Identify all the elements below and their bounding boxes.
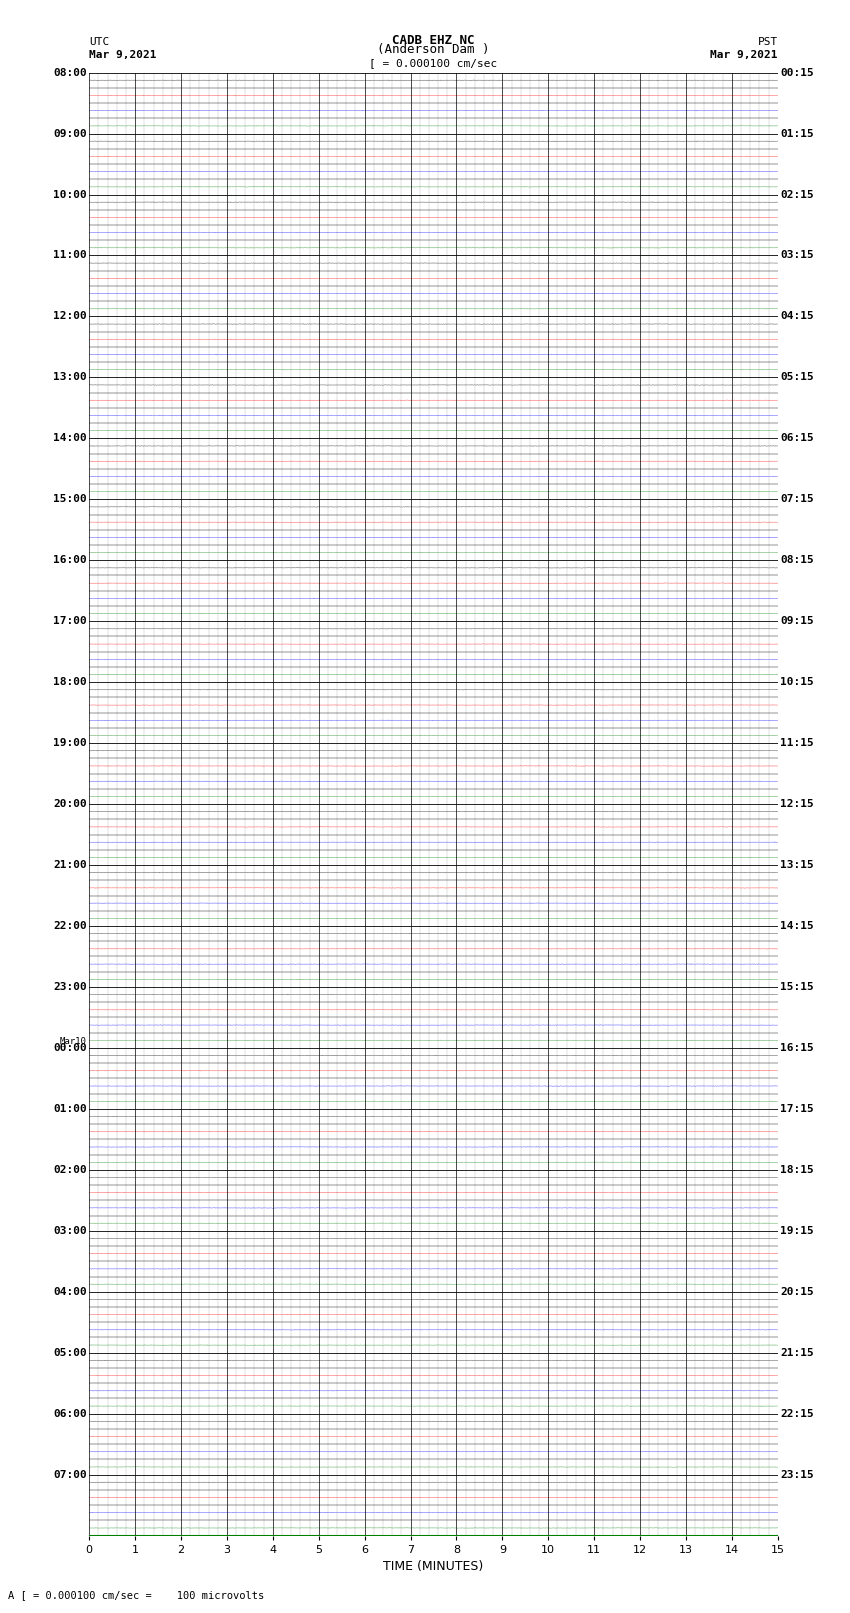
Text: Mar10: Mar10 [60,1037,87,1047]
Text: 22:00: 22:00 [53,921,87,931]
Text: 14:00: 14:00 [53,434,87,444]
Text: 00:00: 00:00 [53,1044,87,1053]
Text: 01:15: 01:15 [780,129,814,139]
Text: 05:15: 05:15 [780,373,814,382]
Text: 18:15: 18:15 [780,1165,814,1174]
Text: 19:00: 19:00 [53,739,87,748]
Text: 00:15: 00:15 [780,68,814,77]
Text: 23:00: 23:00 [53,982,87,992]
Text: 21:15: 21:15 [780,1348,814,1358]
Text: 04:15: 04:15 [780,311,814,321]
Text: 13:15: 13:15 [780,860,814,869]
Text: 06:00: 06:00 [53,1408,87,1419]
Text: 12:00: 12:00 [53,311,87,321]
Text: 11:15: 11:15 [780,739,814,748]
Text: 14:15: 14:15 [780,921,814,931]
Text: 17:15: 17:15 [780,1103,814,1115]
Text: 12:15: 12:15 [780,798,814,810]
Text: 21:00: 21:00 [53,860,87,869]
Text: 09:00: 09:00 [53,129,87,139]
X-axis label: TIME (MINUTES): TIME (MINUTES) [383,1560,484,1573]
Text: 20:15: 20:15 [780,1287,814,1297]
Text: 18:00: 18:00 [53,677,87,687]
Text: 05:00: 05:00 [53,1348,87,1358]
Text: 01:00: 01:00 [53,1103,87,1115]
Text: 16:00: 16:00 [53,555,87,565]
Text: 02:00: 02:00 [53,1165,87,1174]
Text: 23:15: 23:15 [780,1469,814,1479]
Text: 09:15: 09:15 [780,616,814,626]
Text: 07:15: 07:15 [780,494,814,505]
Text: 08:00: 08:00 [53,68,87,77]
Text: [ = 0.000100 cm/sec: [ = 0.000100 cm/sec [370,58,497,68]
Text: 15:15: 15:15 [780,982,814,992]
Text: Mar 9,2021: Mar 9,2021 [711,50,778,60]
Text: 19:15: 19:15 [780,1226,814,1236]
Text: 06:15: 06:15 [780,434,814,444]
Text: 13:00: 13:00 [53,373,87,382]
Text: 02:15: 02:15 [780,189,814,200]
Text: 03:15: 03:15 [780,250,814,260]
Text: 04:00: 04:00 [53,1287,87,1297]
Text: 10:00: 10:00 [53,189,87,200]
Text: 20:00: 20:00 [53,798,87,810]
Text: CADB EHZ NC: CADB EHZ NC [392,34,475,47]
Text: 10:15: 10:15 [780,677,814,687]
Text: 16:15: 16:15 [780,1044,814,1053]
Text: Mar 9,2021: Mar 9,2021 [89,50,156,60]
Text: 07:00: 07:00 [53,1469,87,1479]
Text: 15:00: 15:00 [53,494,87,505]
Text: A [ = 0.000100 cm/sec =    100 microvolts: A [ = 0.000100 cm/sec = 100 microvolts [8,1590,264,1600]
Text: PST: PST [757,37,778,47]
Text: 03:00: 03:00 [53,1226,87,1236]
Text: 22:15: 22:15 [780,1408,814,1419]
Text: 17:00: 17:00 [53,616,87,626]
Text: 08:15: 08:15 [780,555,814,565]
Text: (Anderson Dam ): (Anderson Dam ) [377,44,490,56]
Text: 11:00: 11:00 [53,250,87,260]
Text: UTC: UTC [89,37,110,47]
